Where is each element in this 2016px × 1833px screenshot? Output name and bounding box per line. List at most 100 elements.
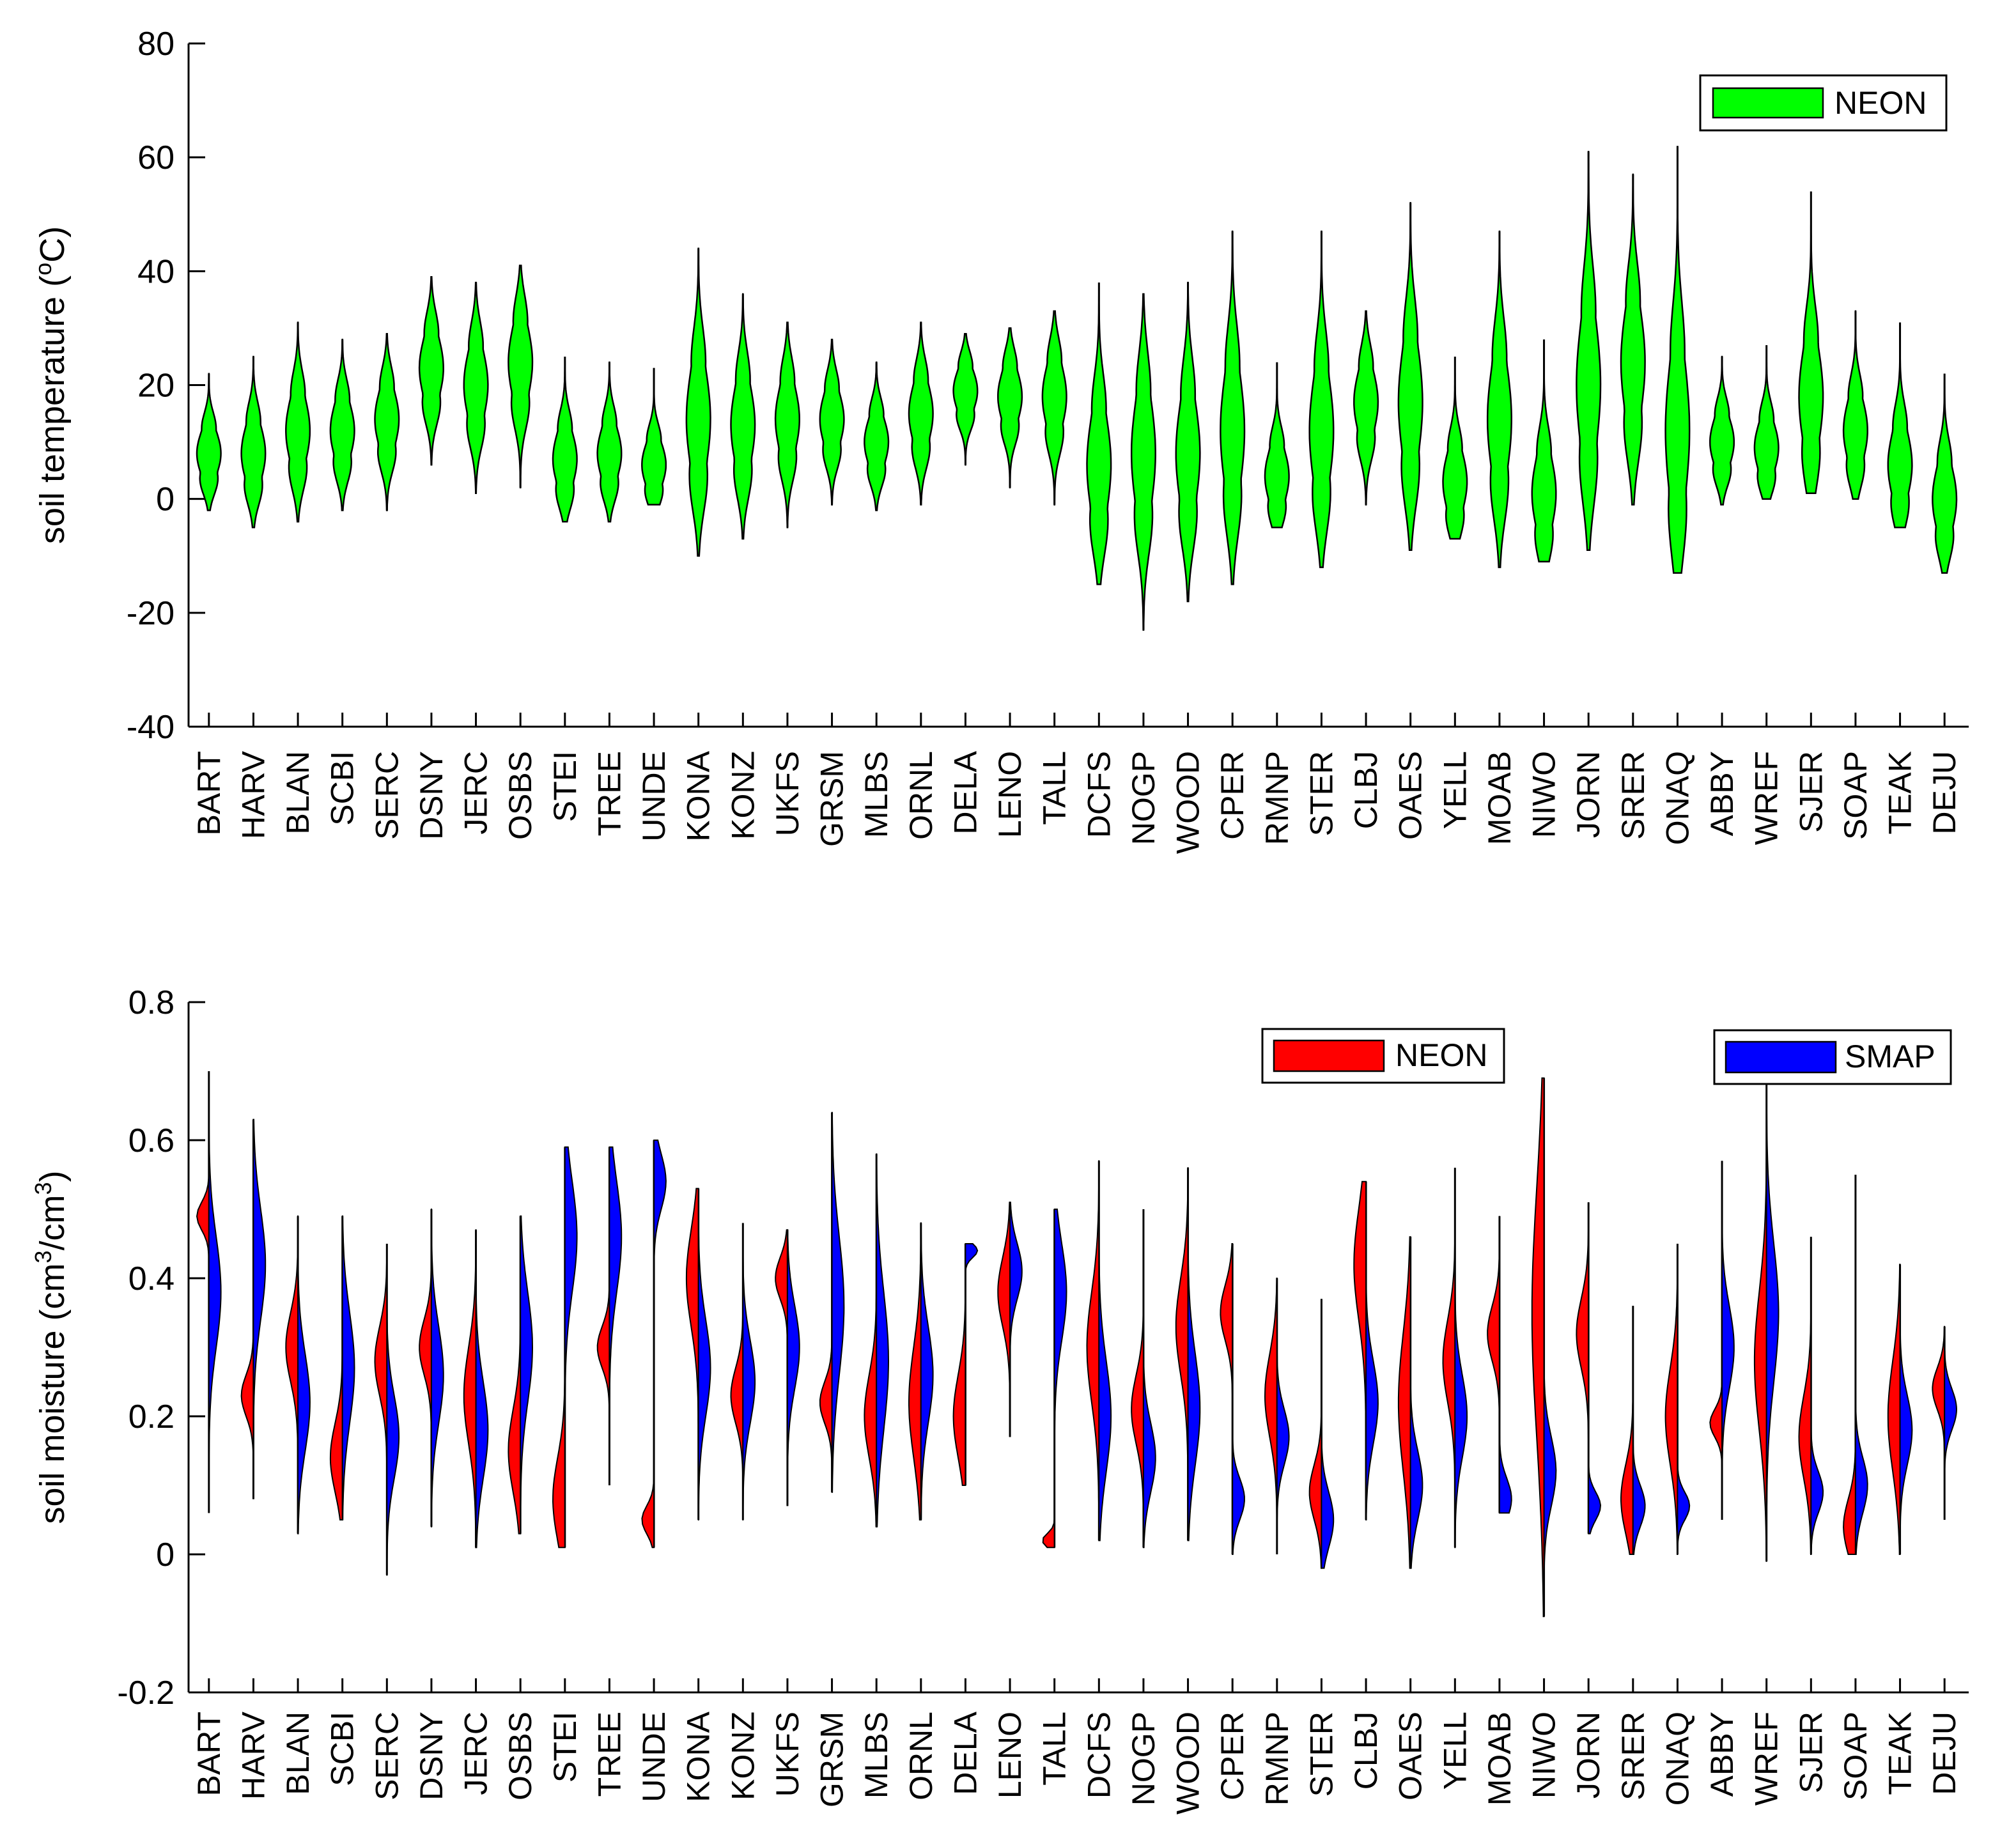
violin-rmnp	[1264, 362, 1290, 529]
x-tick-label-harv: HARV	[235, 750, 271, 839]
violin-half-smap-serc	[386, 1244, 400, 1576]
x-tick-label-sjer: SJER	[1793, 1712, 1829, 1793]
split-violin-dcfs	[1086, 1160, 1112, 1542]
violin-half-smap-osbs	[520, 1215, 534, 1535]
legend-swatch-neon	[1712, 87, 1824, 119]
violin-half-smap-kona	[697, 1188, 711, 1520]
y-axis-title-part: soil temperature (	[33, 275, 72, 544]
split-violin-srer	[1620, 1306, 1646, 1555]
x-tick-label-cper: CPER	[1214, 1712, 1250, 1800]
violin-body-osbs	[508, 265, 534, 489]
x-tick-label-dcfs: DCFS	[1081, 751, 1117, 838]
violin-half-smap-cper	[1232, 1244, 1245, 1555]
violin-half-smap-wood	[1187, 1168, 1201, 1542]
split-violin-serc	[374, 1243, 400, 1576]
violin-blan	[285, 321, 311, 523]
violin-jorn	[1576, 151, 1602, 552]
x-tick-label-serc: SERC	[369, 751, 405, 840]
split-violin-deju	[1932, 1326, 1958, 1520]
violin-half-neon-niwo	[1531, 1077, 1545, 1618]
violin-body-yell	[1442, 357, 1468, 540]
split-violin-kona	[685, 1187, 711, 1520]
x-tick-label-leno: LENO	[992, 1712, 1028, 1798]
x-tick-label-sjer: SJER	[1793, 751, 1829, 833]
x-tick-label-oaes: OAES	[1393, 751, 1429, 840]
x-tick-label-wood: WOOD	[1170, 1712, 1206, 1814]
x-tick-label-abby: ABBY	[1704, 1712, 1740, 1797]
violin-grsm	[819, 338, 845, 506]
violin-jerc	[463, 281, 489, 495]
violin-body-cper	[1220, 230, 1246, 585]
split-violin-blan	[285, 1215, 311, 1535]
y-tick-label: -40	[127, 709, 174, 746]
violin-half-smap-stei	[564, 1146, 578, 1548]
split-violin-ornl	[908, 1222, 934, 1520]
violin-half-smap-ster	[1321, 1299, 1335, 1569]
violin-wref	[1753, 345, 1780, 500]
split-violin-jorn	[1576, 1202, 1602, 1535]
x-tick-label-dsny: DSNY	[414, 1712, 449, 1800]
violin-half-neon-dcfs	[1086, 1160, 1100, 1541]
x-tick-label-ster: STER	[1303, 1712, 1339, 1797]
violin-body-tall	[1041, 310, 1067, 506]
violin-srer	[1620, 173, 1646, 506]
split-violin-tall	[1042, 1209, 1067, 1549]
x-tick-label-konz: KONZ	[725, 751, 761, 840]
y-tick-label: 0.8	[128, 984, 174, 1021]
x-tick-label-ukfs: UKFS	[770, 751, 805, 836]
x-tick-label-blan: BLAN	[280, 1712, 316, 1795]
x-tick-label-niwo: NIWO	[1526, 1712, 1562, 1798]
legend: NEON	[1699, 74, 1948, 132]
x-tick-label-yell: YELL	[1437, 1712, 1473, 1790]
x-tick-label-rmnp: RMNP	[1259, 1712, 1295, 1806]
x-tick-label-unde: UNDE	[636, 1712, 672, 1802]
x-tick-label-unde: UNDE	[636, 751, 672, 842]
violin-moab	[1486, 230, 1512, 568]
violin-body-teak	[1887, 322, 1913, 529]
x-tick-label-stei: STEI	[547, 1712, 583, 1783]
split-violin-leno	[997, 1202, 1023, 1437]
violin-half-smap-konz	[742, 1223, 756, 1520]
x-tick-label-grsm: GRSM	[814, 751, 850, 847]
violin-nogp	[1130, 293, 1156, 631]
violin-body-unde	[641, 367, 667, 506]
x-tick-label-serc: SERC	[369, 1712, 405, 1800]
violin-body-soap	[1842, 310, 1868, 500]
x-tick-label-deju: DEJU	[1927, 751, 1962, 835]
violin-half-smap-scbi	[341, 1215, 355, 1520]
split-violin-dsny	[419, 1209, 444, 1528]
x-tick-label-tree: TREE	[591, 1712, 627, 1797]
x-tick-label-leno: LENO	[992, 751, 1028, 838]
y-tick-label: 40	[137, 253, 174, 290]
violin-oaes	[1397, 202, 1423, 552]
violin-body-onaq	[1664, 146, 1691, 574]
legend-swatch-smap	[1725, 1040, 1837, 1074]
x-tick-label-harv: HARV	[235, 1711, 271, 1800]
violin-body-grsm	[819, 338, 845, 506]
split-violin-stei	[552, 1146, 578, 1549]
x-tick-label-wref: WREF	[1749, 1712, 1785, 1806]
split-violin-rmnp	[1264, 1278, 1290, 1554]
violin-body-ornl	[908, 321, 934, 506]
violin-half-smap-leno	[1009, 1202, 1023, 1437]
violin-half-smap-tall	[1053, 1209, 1067, 1548]
violin-half-smap-grsm	[831, 1111, 845, 1493]
x-tick-label-kona: KONA	[681, 750, 717, 841]
violin-half-smap-mlbs	[876, 1153, 890, 1528]
x-tick-label-teak: TEAK	[1882, 751, 1918, 835]
violin-half-smap-tree	[609, 1146, 623, 1485]
violin-body-konz	[730, 293, 756, 540]
violin-half-smap-deju	[1944, 1326, 1958, 1520]
x-tick-label-onaq: ONAQ	[1659, 1712, 1695, 1806]
violin-half-smap-blan	[297, 1216, 311, 1535]
x-tick-label-jerc: JERC	[458, 1712, 494, 1795]
split-violin-wood	[1175, 1167, 1201, 1542]
violin-half-smap-bart	[208, 1071, 222, 1513]
violin-body-ster	[1308, 230, 1335, 568]
violin-ukfs	[774, 321, 800, 529]
violin-body-deju	[1932, 373, 1958, 574]
y-axis-title-part: o	[30, 263, 56, 275]
violin-body-kona	[685, 247, 711, 557]
